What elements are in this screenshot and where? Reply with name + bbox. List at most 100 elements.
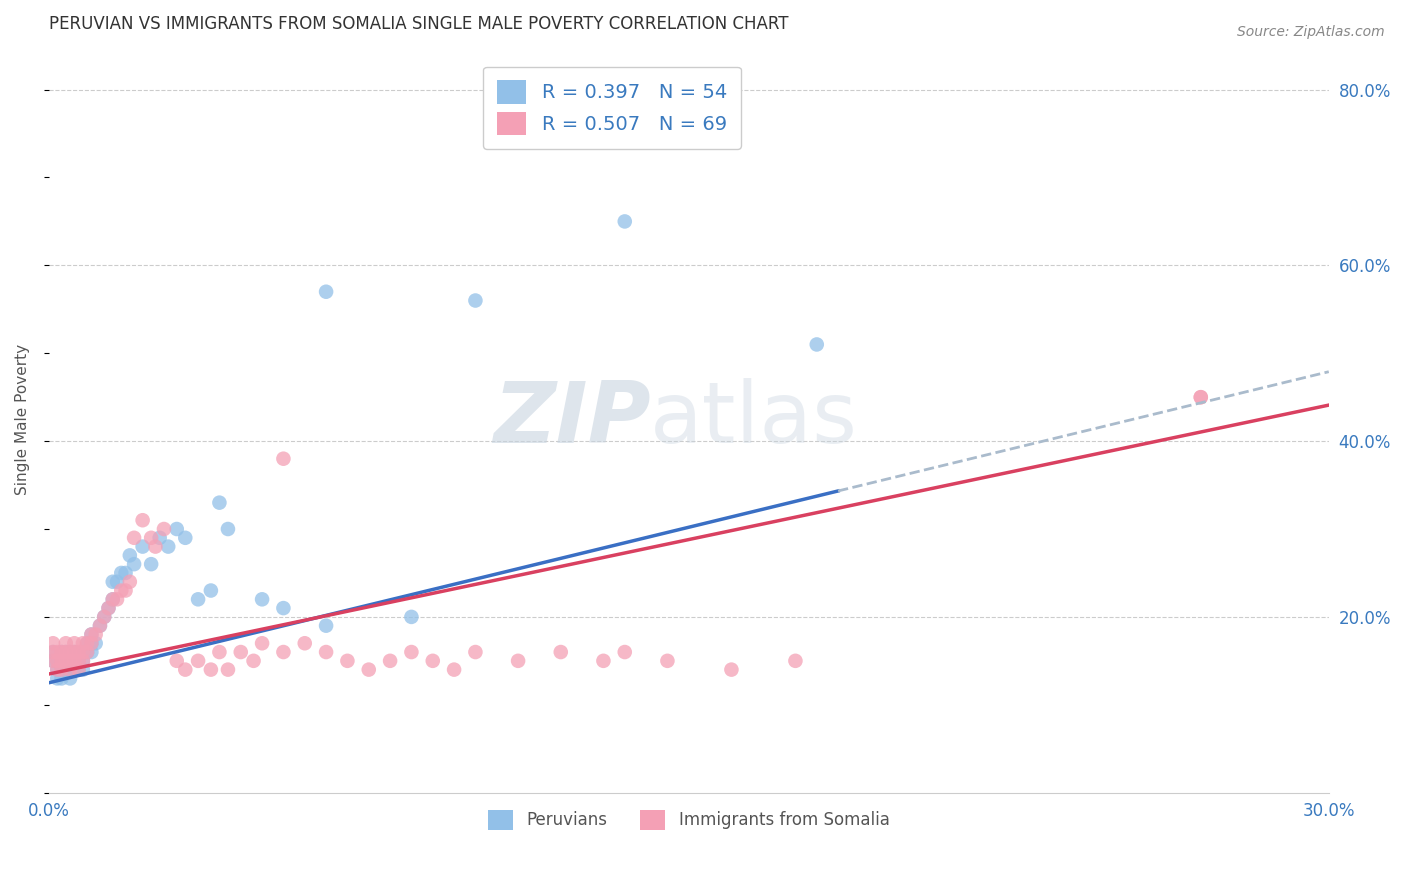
Text: PERUVIAN VS IMMIGRANTS FROM SOMALIA SINGLE MALE POVERTY CORRELATION CHART: PERUVIAN VS IMMIGRANTS FROM SOMALIA SING… (49, 15, 789, 33)
Point (443, 663, 465, 677)
Point (613, 645, 636, 659)
Point (378, 654, 401, 668)
Point (422, 654, 444, 668)
Point (67, 663, 90, 677)
Point (118, 549, 141, 563)
Point (401, 645, 423, 659)
Point (46, 645, 69, 659)
Text: Source: ZipAtlas.com: Source: ZipAtlas.com (1237, 25, 1385, 39)
Point (153, 522, 176, 536)
Point (273, 601, 295, 615)
Point (141, 557, 163, 571)
Point (464, 293, 486, 308)
Point (657, 654, 679, 668)
Point (166, 522, 188, 536)
Point (122, 557, 145, 571)
Point (63, 645, 86, 659)
Point (89, 618, 111, 632)
Point (157, 540, 180, 554)
Point (200, 663, 222, 677)
Point (174, 531, 197, 545)
Point (63, 654, 86, 668)
Point (110, 583, 132, 598)
Text: ZIP: ZIP (492, 377, 651, 460)
Point (80, 627, 103, 641)
Point (217, 663, 239, 677)
Point (401, 610, 423, 624)
Point (145, 540, 167, 554)
Point (72, 663, 94, 677)
Point (229, 645, 252, 659)
Point (174, 663, 197, 677)
Point (72, 654, 94, 668)
Point (166, 654, 188, 668)
Point (315, 618, 337, 632)
Point (273, 645, 295, 659)
Point (51, 645, 73, 659)
Point (67, 663, 90, 677)
Point (93, 610, 115, 624)
Point (315, 645, 337, 659)
Point (105, 574, 128, 589)
Point (131, 540, 153, 554)
Point (46, 663, 69, 677)
Point (118, 574, 141, 589)
Point (59, 645, 82, 659)
Point (187, 654, 209, 668)
Point (76, 636, 98, 650)
Text: atlas: atlas (651, 377, 859, 460)
Point (613, 214, 636, 228)
Point (42, 654, 65, 668)
Point (55, 636, 77, 650)
Point (114, 583, 136, 598)
Point (59, 654, 82, 668)
Point (110, 566, 132, 580)
Point (208, 645, 231, 659)
Point (76, 645, 98, 659)
Point (51, 663, 73, 677)
Point (59, 663, 82, 677)
Point (63, 645, 86, 659)
Point (84, 627, 107, 641)
Point (336, 654, 359, 668)
Point (273, 451, 295, 466)
Point (55, 654, 77, 668)
Point (80, 627, 103, 641)
Point (217, 522, 239, 536)
Point (242, 654, 264, 668)
Point (67, 645, 90, 659)
Point (42, 636, 65, 650)
Point (105, 592, 128, 607)
Point (72, 636, 94, 650)
Point (67, 654, 90, 668)
Point (67, 654, 90, 668)
Point (550, 645, 572, 659)
Point (101, 592, 124, 607)
Point (80, 636, 103, 650)
Point (97, 601, 120, 615)
Point (42, 654, 65, 668)
Point (592, 654, 614, 668)
Point (51, 672, 73, 686)
Point (46, 654, 69, 668)
Point (806, 337, 828, 351)
Point (141, 531, 163, 545)
Point (59, 654, 82, 668)
Point (357, 663, 380, 677)
Point (720, 663, 742, 677)
Point (294, 636, 316, 650)
Point (51, 645, 73, 659)
Point (59, 645, 82, 659)
Point (46, 663, 69, 677)
Point (51, 663, 73, 677)
Point (42, 645, 65, 659)
Point (187, 592, 209, 607)
Point (101, 592, 124, 607)
Point (315, 285, 337, 299)
Point (1189, 390, 1212, 404)
Point (55, 645, 77, 659)
Point (72, 654, 94, 668)
Point (97, 601, 120, 615)
Point (80, 645, 103, 659)
Point (785, 654, 807, 668)
